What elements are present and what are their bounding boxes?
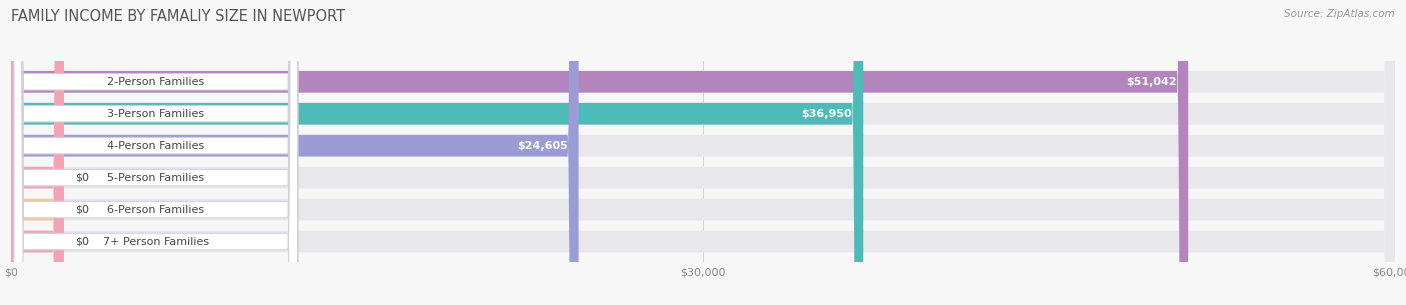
FancyBboxPatch shape (14, 0, 298, 305)
FancyBboxPatch shape (11, 0, 1395, 305)
FancyBboxPatch shape (11, 0, 1395, 305)
Text: 7+ Person Families: 7+ Person Families (103, 237, 209, 246)
FancyBboxPatch shape (11, 0, 1395, 305)
FancyBboxPatch shape (11, 0, 1395, 305)
FancyBboxPatch shape (11, 0, 863, 305)
Text: 4-Person Families: 4-Person Families (107, 141, 204, 151)
Text: $51,042: $51,042 (1126, 77, 1177, 87)
Text: 6-Person Families: 6-Person Families (107, 205, 204, 215)
FancyBboxPatch shape (11, 0, 579, 305)
Text: FAMILY INCOME BY FAMALIY SIZE IN NEWPORT: FAMILY INCOME BY FAMALIY SIZE IN NEWPORT (11, 9, 346, 24)
FancyBboxPatch shape (14, 0, 298, 305)
FancyBboxPatch shape (11, 0, 1188, 305)
FancyBboxPatch shape (14, 0, 298, 305)
FancyBboxPatch shape (11, 0, 1395, 305)
Text: $0: $0 (75, 237, 89, 246)
FancyBboxPatch shape (11, 0, 1395, 305)
FancyBboxPatch shape (11, 0, 63, 305)
FancyBboxPatch shape (14, 0, 298, 305)
Text: 2-Person Families: 2-Person Families (107, 77, 204, 87)
Text: 5-Person Families: 5-Person Families (107, 173, 204, 183)
Text: 3-Person Families: 3-Person Families (107, 109, 204, 119)
Text: $24,605: $24,605 (517, 141, 568, 151)
FancyBboxPatch shape (14, 0, 298, 305)
Text: $0: $0 (75, 205, 89, 215)
Text: $36,950: $36,950 (801, 109, 852, 119)
Text: Source: ZipAtlas.com: Source: ZipAtlas.com (1284, 9, 1395, 19)
FancyBboxPatch shape (11, 0, 63, 305)
FancyBboxPatch shape (14, 0, 298, 305)
FancyBboxPatch shape (11, 0, 63, 305)
Text: $0: $0 (75, 173, 89, 183)
